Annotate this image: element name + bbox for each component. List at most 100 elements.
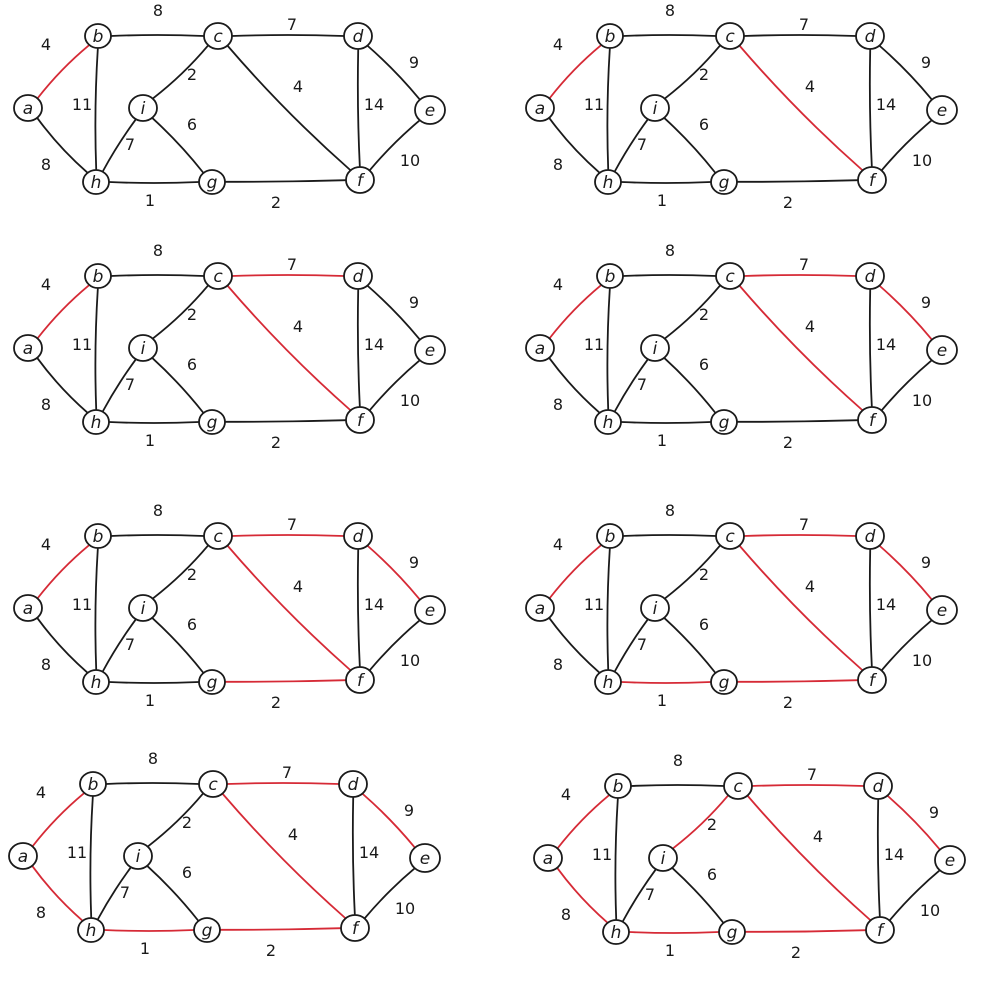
edge-c-f-highlighted — [738, 285, 864, 411]
edge-i-h — [622, 868, 657, 922]
weight-label-h-g: 1 — [145, 191, 155, 210]
edge-h-g-highlighted — [620, 681, 712, 684]
weight-label-b-c: 8 — [673, 751, 683, 770]
weight-label-c-i: 2 — [187, 565, 197, 584]
node-label-b: b — [93, 267, 104, 287]
edge-h-g — [620, 181, 712, 184]
weight-label-h-g: 1 — [145, 431, 155, 450]
node-c — [198, 770, 228, 798]
node-label-h: h — [86, 921, 97, 941]
node-label-a: a — [18, 847, 28, 867]
weight-label-i-h: 7 — [637, 635, 647, 654]
edge-a-h — [36, 117, 89, 174]
node-f — [340, 914, 370, 942]
edge-g-f — [736, 179, 859, 183]
weight-label-c-d: 7 — [799, 15, 809, 34]
weight-label-b-h: 11 — [592, 845, 612, 864]
node-i — [123, 842, 153, 870]
weight-label-i-h: 7 — [645, 885, 655, 904]
node-label-e: e — [945, 851, 955, 871]
node-label-e: e — [937, 101, 947, 121]
node-label-f: f — [869, 671, 878, 691]
node-label-e: e — [937, 601, 947, 621]
weight-label-a-h: 8 — [553, 155, 563, 174]
edge-g-f-highlighted — [224, 679, 347, 683]
node-b — [596, 523, 624, 549]
edge-i-h — [614, 118, 649, 172]
weight-label-c-f: 4 — [805, 77, 815, 96]
weight-label-b-h: 11 — [584, 95, 604, 114]
edge-a-h — [548, 357, 601, 414]
edge-h-g — [108, 421, 200, 424]
weight-label-c-d: 7 — [799, 515, 809, 534]
node-label-h: h — [603, 673, 614, 693]
node-label-e: e — [425, 601, 435, 621]
node-label-i: i — [141, 599, 146, 619]
node-label-i: i — [653, 339, 658, 359]
edge-d-e — [366, 45, 421, 101]
edge-b-h — [94, 288, 99, 410]
edge-i-g — [671, 867, 724, 924]
edge-b-c — [105, 782, 200, 785]
weight-label-h-g: 1 — [657, 191, 667, 210]
node-f — [857, 666, 887, 694]
weight-label-b-c: 8 — [665, 1, 675, 20]
weight-label-b-h: 11 — [584, 335, 604, 354]
weight-label-a-h: 8 — [41, 395, 51, 414]
node-label-a: a — [23, 99, 33, 119]
node-c — [715, 522, 745, 550]
node-f — [857, 166, 887, 194]
node-i — [128, 94, 158, 122]
node-b — [84, 23, 112, 49]
node-label-a: a — [23, 599, 33, 619]
node-h — [82, 169, 110, 195]
weight-label-c-f: 4 — [805, 577, 815, 596]
edge-d-f — [356, 549, 361, 667]
weight-label-i-h: 7 — [120, 883, 130, 902]
weight-label-a-b: 4 — [41, 535, 51, 554]
edge-e-f — [364, 867, 416, 919]
weight-label-i-h: 7 — [637, 135, 647, 154]
node-a — [525, 94, 555, 122]
weight-label-d-f: 14 — [876, 95, 896, 114]
edge-a-h — [548, 117, 601, 174]
weight-label-h-g: 1 — [657, 691, 667, 710]
weight-label-i-g: 6 — [187, 115, 197, 134]
node-label-g: g — [727, 923, 738, 943]
node-e — [926, 335, 958, 365]
edge-i-g — [663, 357, 716, 414]
panel-5: 4 8 8 11 7 2 4 9 14 10 7 6 1 2 a b c d e f g h i — [13, 501, 446, 712]
edge-a-b-highlighted — [556, 794, 610, 849]
node-e — [409, 843, 441, 873]
weight-label-d-f: 14 — [876, 595, 896, 614]
edge-d-e — [366, 285, 421, 341]
node-b — [84, 523, 112, 549]
node-g — [198, 169, 226, 195]
edge-c-f-highlighted — [221, 793, 347, 919]
edge-i-h — [614, 358, 649, 412]
node-label-i: i — [661, 849, 666, 869]
node-g — [710, 409, 738, 435]
weight-label-e-f: 10 — [912, 151, 932, 170]
node-c — [203, 262, 233, 290]
edge-g-f-highlighted — [744, 929, 867, 933]
edge-d-e-highlighted — [366, 545, 421, 601]
weight-label-i-h: 7 — [125, 135, 135, 154]
edge-b-h — [606, 288, 611, 410]
weight-label-a-b: 4 — [561, 785, 571, 804]
edge-c-d-highlighted — [226, 782, 340, 785]
weight-label-b-h: 11 — [72, 595, 92, 614]
node-label-f: f — [869, 171, 878, 191]
node-label-b: b — [88, 775, 99, 795]
node-f — [345, 166, 375, 194]
edge-a-h — [548, 617, 601, 674]
edge-d-e — [878, 45, 933, 101]
edge-b-c — [110, 534, 205, 537]
edge-c-d-highlighted — [751, 784, 865, 787]
weight-label-c-i: 2 — [707, 815, 717, 834]
node-i — [640, 334, 670, 362]
node-label-b: b — [605, 27, 616, 47]
edge-b-h — [606, 548, 611, 670]
node-i — [128, 594, 158, 622]
edge-e-f — [881, 619, 933, 671]
